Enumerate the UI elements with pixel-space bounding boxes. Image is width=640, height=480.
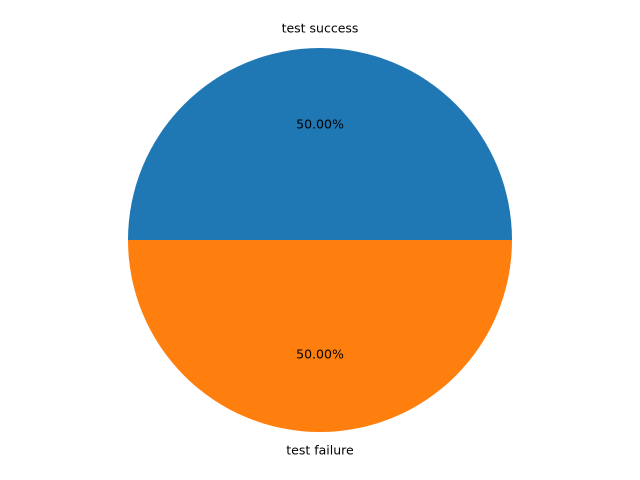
labels-layer: test success 50.00% test failure 50.00%: [282, 20, 359, 457]
pie-slice-0: [128, 48, 512, 240]
slice-label-1: test failure: [286, 443, 354, 458]
slices-layer: [128, 48, 512, 432]
slice-percent-label-1: 50.00%: [296, 347, 344, 362]
slice-label-0: test success: [282, 20, 359, 35]
pie-slice-1: [128, 240, 512, 432]
slice-percent-label-0: 50.00%: [296, 116, 344, 131]
